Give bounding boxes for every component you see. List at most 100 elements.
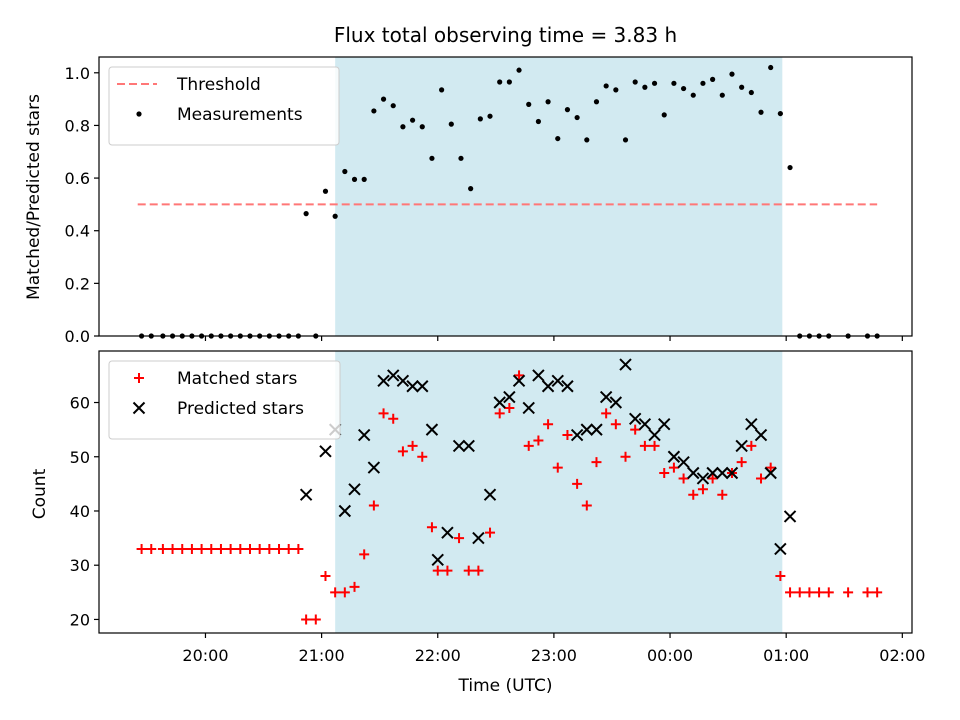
bottom-series-a-point [157, 543, 168, 554]
bottom-series-b-point [551, 374, 564, 388]
bottom-series-a-point [697, 484, 708, 495]
top-series-a-point [322, 188, 329, 194]
top-series-a-point [400, 124, 406, 130]
bottom-series-a-point [320, 571, 331, 582]
bottom-series-b-point [725, 466, 739, 480]
top-series-a-point [574, 114, 580, 121]
bottom-series-a-point [426, 522, 437, 533]
bottom-series-b-point [425, 423, 439, 436]
bottom-series-a-point [225, 543, 236, 554]
bottom-series-b-point [441, 526, 454, 539]
bottom-y-tick-label: 40 [70, 502, 90, 521]
bottom-legend-swatch [134, 373, 144, 383]
x-axis-label: Time (UTC) [458, 676, 553, 696]
bottom-series-b-point [462, 439, 475, 453]
top-series-a-point [613, 87, 619, 93]
top-series-a-point [371, 108, 377, 114]
top-series-a-point [729, 71, 735, 77]
top-series-a-point [351, 176, 358, 182]
bottom-series-a-point [473, 565, 484, 576]
bottom-series-a-point [707, 473, 718, 484]
bottom-series-b-point [754, 428, 768, 442]
bottom-series-b-point [745, 418, 758, 431]
top-series-a-point [477, 116, 483, 122]
top-series-a-point [468, 186, 474, 192]
bottom-series-b-point [377, 374, 390, 388]
bottom-series-b-point [706, 466, 719, 480]
top-series-a-point [748, 89, 754, 96]
bottom-legend-label: Matched stars [177, 369, 297, 389]
bottom-series-a-point [349, 581, 360, 592]
bottom-series-a-point [397, 446, 408, 457]
bottom-series-b-point [493, 396, 506, 409]
top-series-a-point [593, 99, 600, 105]
bottom-series-a-point [301, 614, 312, 625]
x-tick-label: 20:00 [182, 646, 228, 665]
bottom-series-a-point [196, 543, 207, 554]
top-series-a-point [332, 213, 338, 219]
bottom-series-b-point [590, 423, 603, 436]
bottom-series-a-point [254, 543, 265, 554]
bottom-series-a-point [630, 424, 641, 435]
bottom-series-a-point [794, 587, 805, 598]
top-series-a-point [710, 76, 716, 82]
bottom-series-a-point [688, 489, 699, 500]
bottom-y-tick-label: 60 [70, 394, 90, 413]
bottom-series-a-point [523, 440, 534, 451]
bottom-series-b-point [406, 380, 419, 393]
bottom-series-a-point [368, 500, 379, 511]
bottom-series-a-point [620, 451, 631, 462]
bottom-series-b-point [628, 412, 642, 425]
bottom-series-b-point [452, 439, 466, 453]
bottom-series-b-point [348, 483, 361, 496]
bottom-series-a-point [417, 451, 428, 462]
top-series-a-point [497, 79, 503, 85]
bottom-series-b-point [774, 542, 787, 556]
top-series-a-point [622, 137, 629, 143]
bottom-series-a-point [775, 571, 786, 582]
bottom-series-a-point [485, 527, 496, 538]
x-tick-label: 23:00 [531, 646, 577, 665]
bottom-series-a-point [330, 587, 341, 598]
bottom-series-a-point [533, 435, 544, 446]
bottom-series-b-point [512, 374, 526, 388]
bottom-series-a-point [339, 587, 350, 598]
top-series-a-point [303, 211, 309, 217]
bottom-series-a-point [442, 565, 453, 576]
top-y-tick-label: 0.4 [65, 222, 90, 241]
top-series-a-point [419, 124, 425, 130]
top-series-a-point [700, 80, 706, 86]
bottom-series-b-point [416, 380, 429, 393]
bottom-series-a-point [659, 468, 670, 479]
top-legend-label: Threshold [176, 75, 261, 95]
bottom-series-b-point [561, 380, 574, 393]
bottom-series-a-point [206, 543, 217, 554]
bottom-series-a-point [388, 413, 399, 424]
bottom-series-a-point [765, 462, 776, 473]
bottom-series-a-point [756, 473, 767, 484]
bottom-series-b-point [667, 450, 681, 463]
bottom-series-b-point [599, 390, 613, 404]
bottom-series-a-point [804, 587, 815, 598]
bottom-series-a-point [186, 543, 197, 554]
bottom-series-a-point [717, 489, 728, 500]
bottom-panel: 20 30 40 50 60 20:00 21:00 22:00 23:00 00:00 01:00… [70, 350, 925, 665]
top-series-a-point [642, 84, 648, 90]
top-series-a-point [671, 80, 677, 86]
top-panel: 0.0 0.2 0.4 0.6 0.8 1.0 Threshold Measurements [65, 56, 913, 346]
bottom-series-a-point [293, 543, 304, 554]
bottom-series-a-point [610, 419, 621, 430]
top-series-a-point [758, 109, 764, 115]
bottom-series-a-point [581, 500, 592, 511]
top-series-a-point [651, 80, 658, 86]
bottom-series-b-point [319, 445, 332, 458]
bottom-series-a-point [235, 543, 246, 554]
bottom-series-b-point [338, 504, 352, 518]
bottom-series-b-point [483, 488, 497, 501]
top-series-a-point [439, 87, 445, 93]
bottom-series-a-point [562, 430, 573, 441]
bottom-series-b-point [677, 455, 690, 469]
bottom-series-a-point [215, 543, 226, 554]
bottom-series-a-point [668, 462, 679, 473]
